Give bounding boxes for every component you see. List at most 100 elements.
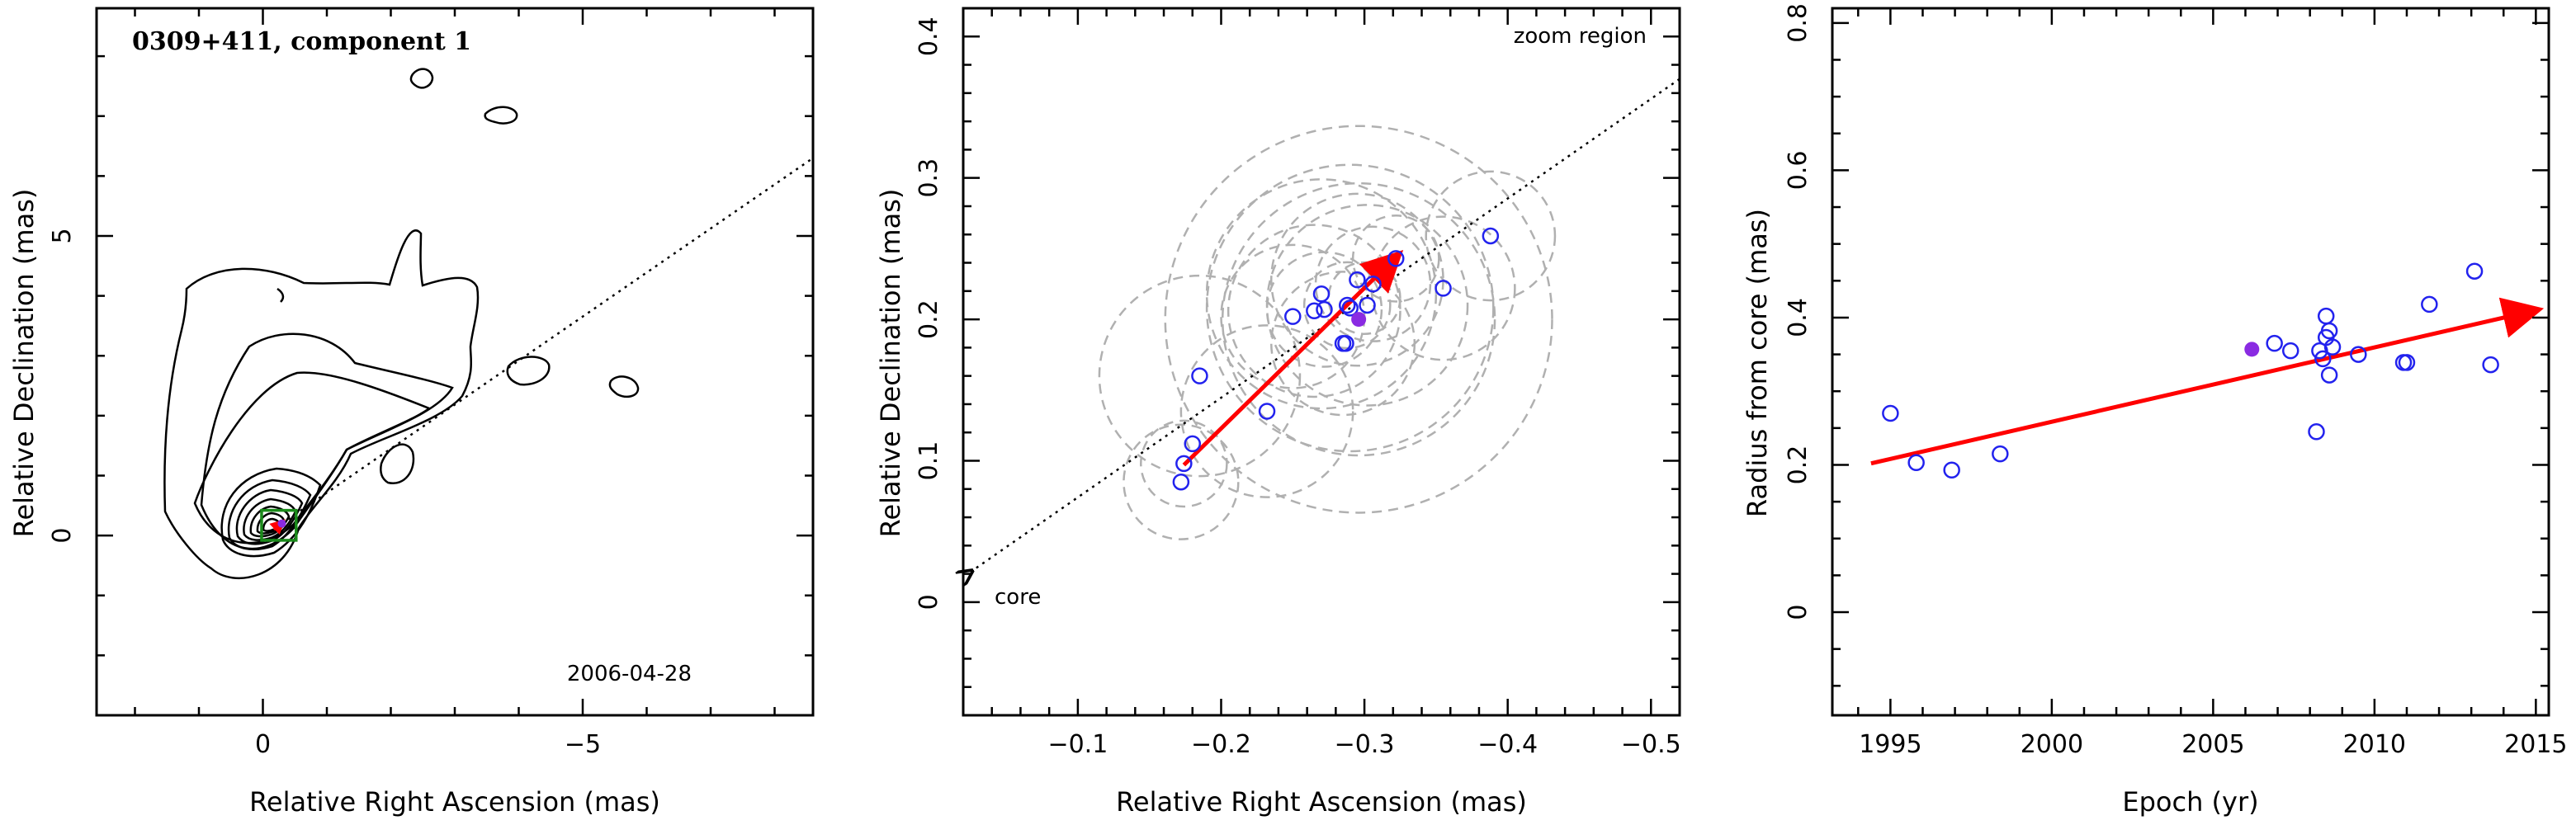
error-circle xyxy=(1220,243,1366,389)
contour-map xyxy=(163,68,640,580)
x-tick-label: 1995 xyxy=(1859,730,1921,759)
data-point xyxy=(1435,280,1452,297)
zoom-region-box xyxy=(260,508,298,542)
data-point xyxy=(1907,454,1925,472)
radius-points xyxy=(1882,262,2499,478)
data-point xyxy=(1359,296,1376,314)
y-tick-label: 0 xyxy=(915,594,943,610)
zoom-region-label: zoom region xyxy=(1514,24,1647,49)
data-point xyxy=(2421,295,2438,314)
component-positions xyxy=(1172,227,1500,491)
observation-date: 2006-04-28 xyxy=(567,662,692,686)
jet-direction-line xyxy=(281,157,814,525)
panel-frame xyxy=(1831,7,2550,717)
data-point xyxy=(1337,334,1354,352)
error-circle xyxy=(1221,182,1496,457)
data-point xyxy=(2323,338,2342,356)
data-point xyxy=(1338,296,1356,314)
y-tick-label: 0.8 xyxy=(1784,3,1813,43)
data-point xyxy=(2482,356,2499,374)
panel-radius-vs-epoch: 1995 2000 2005 2010 2015 0 0.2 0.4 0.6 0.8 Epoch … xyxy=(1742,3,2568,818)
axis-ticks: −0.1 −0.2 −0.3 −0.4 −0.5 0 0.1 0.2 0.3 0.4 xyxy=(915,7,1681,759)
data-point xyxy=(1943,461,1960,478)
y-axis-label: Relative Declination (mas) xyxy=(875,189,906,538)
panel-zoom-region: −0.1 −0.2 −0.3 −0.4 −0.5 0 0.1 0.2 0.3 0.4 zoom r… xyxy=(875,7,1681,818)
error-circle xyxy=(1123,423,1240,540)
data-point xyxy=(2317,307,2335,325)
data-point xyxy=(2320,322,2338,340)
core-label: core xyxy=(995,585,1041,610)
data-point xyxy=(1349,271,1366,289)
error-circle xyxy=(1140,419,1228,508)
data-point xyxy=(1175,455,1193,473)
error-circle xyxy=(1265,251,1383,368)
data-point xyxy=(2465,262,2484,280)
velocity-arrow xyxy=(1182,249,1404,467)
trend-arrow xyxy=(1870,297,2545,466)
chart-title: 0309+411, component 1 xyxy=(132,27,471,56)
data-point xyxy=(1482,227,1500,245)
error-circle xyxy=(1370,215,1516,361)
axis-ticks: 1995 2000 2005 2010 2015 0 0.2 0.4 0.6 0.8 xyxy=(1784,3,2568,759)
error-circle xyxy=(1425,170,1557,302)
y-tick-label: 0.2 xyxy=(1784,446,1813,485)
x-axis-label: Relative Right Ascension (mas) xyxy=(1116,786,1527,818)
data-point xyxy=(2314,350,2332,368)
data-point xyxy=(2350,346,2367,363)
x-axis-label: Epoch (yr) xyxy=(2122,786,2258,818)
data-point xyxy=(2320,366,2338,384)
y-tick-label: 0.2 xyxy=(915,299,943,339)
y-tick-label: 0.6 xyxy=(1784,151,1813,191)
data-point xyxy=(1184,435,1202,453)
error-circle xyxy=(1227,224,1401,398)
panel-frame xyxy=(962,7,1681,717)
error-circle xyxy=(1351,214,1440,303)
x-tick-label: 2010 xyxy=(2343,730,2406,759)
data-point xyxy=(1316,300,1333,318)
data-point xyxy=(2308,423,2325,441)
data-point xyxy=(1191,367,1208,384)
x-tick-label: 2015 xyxy=(2504,730,2567,759)
data-point xyxy=(1172,473,1190,491)
highlight-point xyxy=(1351,312,1367,328)
x-tick-label: 2000 xyxy=(2021,730,2083,759)
highlight-point xyxy=(2244,342,2260,357)
panel-frame xyxy=(95,7,815,717)
data-point xyxy=(1992,445,2009,463)
error-circles xyxy=(1098,125,1557,540)
y-tick-label: 0 xyxy=(1784,604,1813,620)
y-tick-label: 0.3 xyxy=(915,158,943,198)
data-point xyxy=(2281,342,2299,360)
data-point xyxy=(1882,404,1899,422)
x-axis-label: Relative Right Ascension (mas) xyxy=(249,786,660,818)
data-point xyxy=(1341,299,1359,317)
x-tick-label: −0.4 xyxy=(1477,730,1538,759)
error-circle xyxy=(1265,204,1469,407)
y-tick-label: 0.4 xyxy=(915,16,943,56)
data-point xyxy=(2266,334,2283,352)
x-tick-label: −5 xyxy=(565,730,601,759)
y-tick-label: 0.1 xyxy=(915,441,943,481)
axis-ticks: 0 −5 0 5 xyxy=(48,8,813,759)
highlight-point xyxy=(277,519,286,528)
x-tick-label: 2005 xyxy=(2181,730,2244,759)
y-axis-label: Radius from core (mas) xyxy=(1742,209,1773,517)
data-point xyxy=(1258,403,1276,420)
x-tick-label: −0.2 xyxy=(1191,730,1251,759)
error-circle xyxy=(1164,125,1553,514)
data-point xyxy=(2398,354,2416,371)
data-point xyxy=(1387,250,1405,267)
x-tick-label: −0.1 xyxy=(1047,730,1108,759)
y-tick-label: 5 xyxy=(48,228,77,243)
panel-contour-map: 0 −5 0 5 0309+411, component 1 2006-04-28 R… xyxy=(8,7,815,818)
error-circle xyxy=(1179,324,1354,498)
error-circle xyxy=(1205,178,1438,410)
y-tick-label: 0.4 xyxy=(1784,298,1813,337)
x-tick-label: −0.5 xyxy=(1621,730,1681,759)
y-axis-label: Relative Declination (mas) xyxy=(8,189,40,538)
y-tick-label: 0 xyxy=(48,528,77,544)
data-point xyxy=(1364,275,1382,293)
data-point xyxy=(1312,285,1331,303)
error-circle xyxy=(1098,274,1302,478)
